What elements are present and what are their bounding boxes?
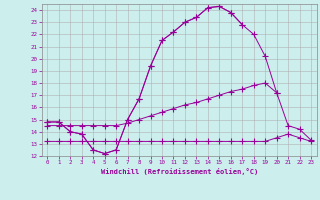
X-axis label: Windchill (Refroidissement éolien,°C): Windchill (Refroidissement éolien,°C) xyxy=(100,168,258,175)
